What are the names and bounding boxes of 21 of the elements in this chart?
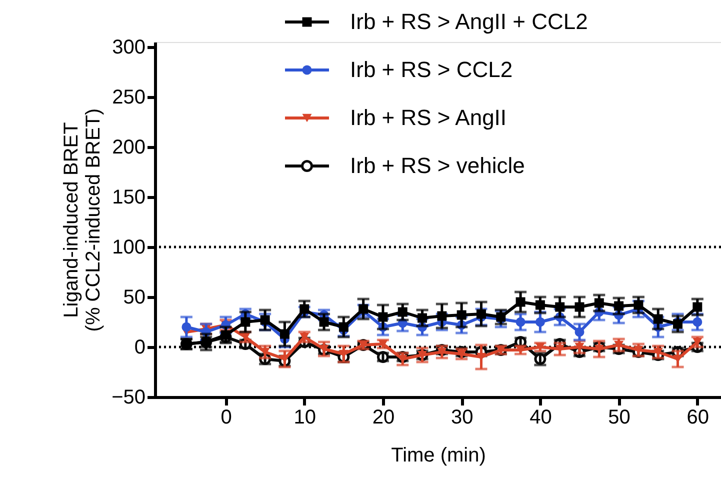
y-axis-title: Ligand-induced BRET (% CCL2-induced BRET) — [60, 108, 105, 332]
x-axis-title: Time (min) — [391, 444, 486, 466]
x-tick-label: 60 — [686, 406, 710, 428]
x-tick-label: 0 — [220, 406, 232, 428]
x-tick-label: 50 — [608, 406, 630, 428]
y-tick-label: 150 — [112, 186, 146, 208]
x-tick-label: 40 — [530, 406, 552, 428]
legend-label: Irb + RS > AngII — [350, 105, 507, 130]
y-tick-label: 300 — [112, 36, 146, 58]
legend-label: Irb + RS > vehicle — [350, 153, 525, 178]
y-tick-label: 0 — [134, 336, 146, 358]
y-tick-label: 50 — [123, 286, 146, 308]
y-tick-label: −50 — [112, 386, 146, 408]
y-tick-label: 100 — [112, 236, 146, 258]
y-tick-label: 250 — [112, 86, 146, 108]
x-tick-label: 30 — [450, 406, 474, 428]
x-tick-label: 20 — [372, 406, 395, 428]
y-tick-label: 200 — [112, 136, 146, 158]
legend-label: Irb + RS > AngII + CCL2 — [350, 9, 588, 34]
legend-label: Irb + RS > CCL2 — [350, 57, 513, 82]
x-tick-label: 10 — [294, 406, 316, 428]
